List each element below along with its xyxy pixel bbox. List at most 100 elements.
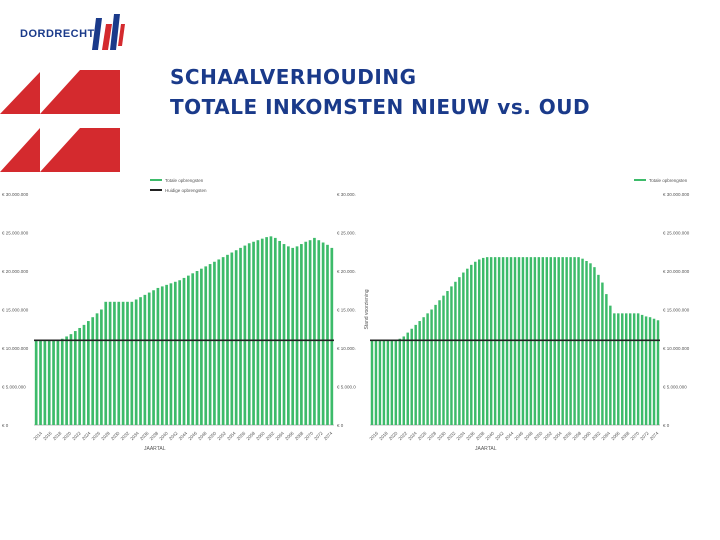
x-tick-label: 2052 (542, 430, 553, 441)
y-tick-label-right: € 20.000.000 (337, 269, 356, 274)
bar (648, 317, 652, 425)
x-tick-label: 2062 (591, 430, 602, 441)
bar (217, 259, 221, 425)
bar (466, 268, 469, 425)
y-tick-label-right: € 20.000.000 (663, 269, 690, 274)
bar (317, 240, 321, 425)
y-axis-label: Stand voorziening (364, 289, 370, 329)
y-tick-label-right: € 10.000.000 (337, 346, 356, 351)
x-tick-label: 2066 (610, 430, 621, 441)
y-tick-label-right: € 25.000.000 (337, 231, 356, 236)
bar (143, 294, 147, 425)
x-tick-label: 2054 (552, 430, 563, 441)
x-tick-label: 2056 (562, 430, 573, 441)
bar (625, 313, 628, 425)
x-tick-label: 2054 (226, 430, 237, 441)
legend-label: Totale opbrengsten (649, 178, 688, 183)
bar (370, 340, 374, 425)
bar (100, 309, 103, 425)
x-tick-label: 2038 (149, 430, 160, 441)
bar (652, 318, 656, 425)
bar (390, 340, 394, 425)
bar (481, 257, 485, 425)
bar (169, 283, 173, 425)
bar (300, 244, 303, 425)
bar (243, 245, 247, 425)
page-title: SCHAALVERHOUDING TOTALE INKOMSTEN NIEUW … (170, 62, 590, 122)
bar (34, 340, 38, 425)
bar (182, 277, 186, 425)
x-tick-label: 2062 (265, 430, 276, 441)
bar (462, 272, 465, 425)
dordrecht-logo: DORDRECHT (18, 10, 128, 60)
chart-right-svg: € 0 € 5.000.000 € 10.000.000 € 15.000.000 € … (364, 178, 690, 452)
bar (191, 273, 195, 425)
x-tick-label: 2072 (313, 430, 324, 441)
y-tick-label-left: € 10.000.000 (2, 346, 29, 351)
bar (65, 336, 68, 425)
x-tick-label: 2050 (533, 430, 544, 441)
x-tick-label: 2066 (284, 430, 295, 441)
bar (426, 313, 429, 425)
title-line-2: TOTALE INKOMSTEN NIEUW vs. OUD (170, 95, 591, 119)
bar (609, 305, 612, 425)
bar (204, 266, 208, 425)
y-tick-label-left: € 5.000.000 (2, 385, 26, 390)
bar (321, 242, 325, 425)
x-tick-label: 2016 (368, 430, 379, 441)
bar (178, 280, 181, 425)
x-tick-label: 2068 (294, 430, 305, 441)
bar (121, 301, 125, 425)
bar (474, 261, 477, 425)
bar (402, 336, 405, 425)
x-tick-label: 2014 (32, 430, 43, 441)
x-tick-label: 2028 (426, 430, 437, 441)
x-tick-label: 2026 (91, 430, 102, 441)
bar (282, 244, 286, 425)
bar (291, 247, 295, 425)
y-tick-label-left: € 25.000.000 (2, 231, 29, 236)
x-tick-label: 2050 (207, 430, 218, 441)
bar (104, 301, 108, 425)
bar (252, 241, 255, 425)
bar (117, 301, 121, 425)
x-tick-label: 2074 (323, 430, 334, 441)
bar (410, 328, 413, 425)
x-tick-label: 2040 (484, 430, 495, 441)
bar (91, 317, 95, 425)
x-tick-label: 2044 (178, 430, 189, 441)
x-tick-label: 2020 (62, 430, 73, 441)
x-tick-label: 2042 (168, 430, 179, 441)
bar (454, 281, 457, 425)
bar (394, 340, 398, 425)
bar (230, 252, 234, 425)
legend-label: Totale opbrengsten (165, 178, 204, 183)
bar (173, 281, 177, 425)
x-tick-label: 2056 (236, 430, 247, 441)
decorative-brand-shapes (0, 70, 120, 172)
x-tick-label: 2034 (129, 430, 140, 441)
bar (585, 260, 588, 425)
bar (43, 340, 47, 425)
bar (78, 327, 81, 425)
bar (213, 261, 216, 425)
title-line-1: SCHAALVERHOUDING (170, 65, 417, 89)
x-tick-label: 2074 (649, 430, 660, 441)
x-tick-label: 2036 (139, 430, 150, 441)
bar (160, 286, 164, 425)
bar (147, 292, 151, 425)
x-tick-label: 2030 (436, 430, 447, 441)
bar (313, 237, 316, 425)
bar (406, 332, 409, 425)
bar (605, 294, 608, 425)
y-tick-label-left: € 20.000.000 (2, 269, 29, 274)
y-tick-label-right: € 25.000.000 (663, 231, 690, 236)
x-tick-label: 2046 (513, 430, 524, 441)
x-tick-label: 2058 (571, 430, 582, 441)
bar (113, 301, 116, 425)
x-tick-label: 2044 (504, 430, 515, 441)
x-tick-label: 2026 (417, 430, 428, 441)
x-tick-label: 2022 (397, 430, 408, 441)
logo-text: DORDRECHT (20, 28, 95, 40)
x-tick-label: 2038 (475, 430, 486, 441)
